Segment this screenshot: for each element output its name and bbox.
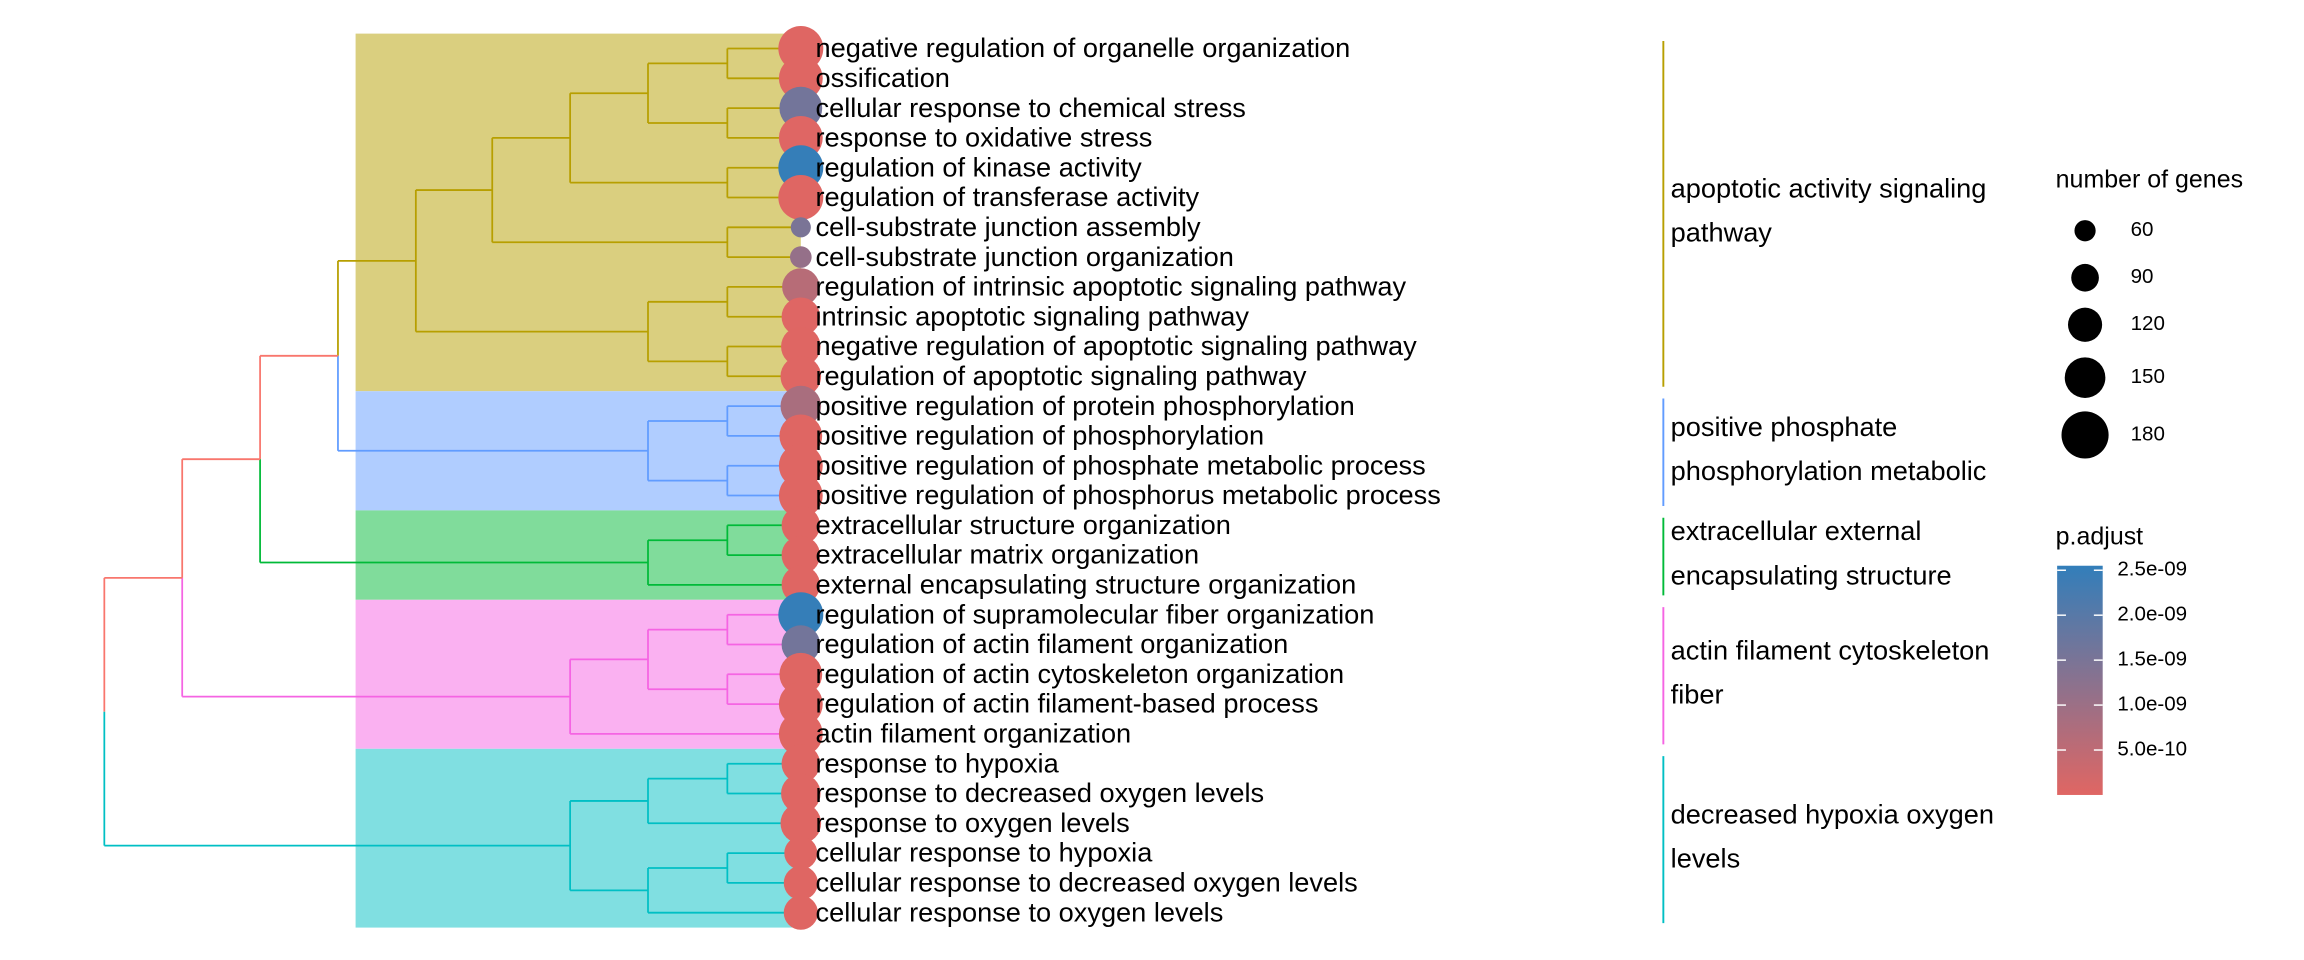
cluster-band [355,748,801,928]
term-label: regulation of kinase activity [816,151,1143,182]
term-label: cellular response to decreased oxygen le… [816,867,1358,898]
term-label: regulation of supramolecular fiber organ… [816,598,1375,629]
cluster-label: extracellular external [1671,515,1922,546]
term-label: actin filament organization [816,718,1132,749]
term-label: response to oxidative stress [816,122,1153,153]
gene-dot [780,385,822,427]
term-label: negative regulation of organelle organiz… [816,32,1351,63]
gene-dot [781,326,821,367]
size-legend-label: 120 [2131,312,2165,335]
term-label: cell-substrate junction organization [816,241,1234,272]
term-label: ossification [816,62,950,93]
term-label: extracellular structure organization [816,509,1231,540]
gene-dot [780,355,822,397]
term-label: cell-substrate junction assembly [816,211,1202,242]
term-label: intrinsic apoptotic signaling pathway [816,300,1250,331]
gene-dot [790,217,811,238]
gene-dot [781,297,821,336]
cluster-band [355,33,801,392]
size-legend-title: number of genes [2056,165,2243,193]
size-legend-dot [2061,411,2109,459]
cluster-label: encapsulating structure [1671,559,1952,590]
term-label: cellular response to oxygen levels [816,896,1224,927]
colorbar-label: 1.5e-09 [2117,648,2187,671]
colorbar-label: 1.0e-09 [2117,693,2187,716]
gene-dot [778,175,824,220]
term-label: positive regulation of phosphate metabol… [816,449,1426,480]
gene-dot [780,802,822,844]
colorbar [2057,565,2103,795]
term-label: regulation of actin filament-based proce… [816,688,1319,719]
gene-dot [784,836,818,870]
cluster-label: pathway [1671,217,1773,248]
cluster-label: phosphorylation metabolic [1671,455,1987,486]
term-label: regulation of transferase activity [816,181,1200,212]
gene-dot [778,711,823,756]
cluster-label: positive phosphate [1671,411,1898,442]
color-legend-title: p.adjust [2056,522,2144,550]
term-label: positive regulation of phosphorylation [816,420,1265,451]
colorbar-label: 2.0e-09 [2117,603,2187,626]
gene-dot [790,246,812,268]
term-label: regulation of actin filament organizatio… [816,628,1289,659]
cluster-label: decreased hypoxia oxygen [1671,798,1994,829]
term-label: response to hypoxia [816,747,1060,778]
gene-dot [781,506,821,545]
term-label: regulation of apoptotic signaling pathwa… [816,360,1307,391]
gene-dot [783,895,818,930]
term-label: cellular response to hypoxia [816,837,1154,868]
cluster-label: fiber [1671,679,1724,710]
term-label: regulation of actin cytoskeleton organiz… [816,658,1345,689]
term-label: positive regulation of phosphorus metabo… [816,479,1441,510]
gene-dot [783,865,818,900]
size-legend-dot [2064,357,2106,398]
colorbar-label: 2.5e-09 [2117,558,2187,581]
colorbar-label: 5.0e-10 [2117,737,2187,760]
gene-dot [778,592,824,638]
gene-dot [778,473,823,518]
term-label: extracellular matrix organization [816,539,1200,570]
gene-dot [778,56,823,101]
size-legend-label: 180 [2131,422,2165,445]
gene-dot [782,268,820,306]
term-label: response to decreased oxygen levels [816,777,1265,808]
gene-dot [781,535,821,575]
size-legend-dot [2071,263,2099,292]
term-label: negative regulation of apoptotic signali… [816,330,1418,361]
cluster-label: actin filament cytoskeleton [1671,634,1990,665]
gene-dot [781,773,821,814]
size-legend-label: 60 [2131,218,2154,241]
cluster-label: levels [1671,842,1740,873]
term-label: external encapsulating structure organiz… [816,569,1357,600]
size-legend-dot [2074,220,2096,242]
term-label: cellular response to chemical stress [816,92,1246,123]
term-label: response to oxygen levels [816,807,1130,838]
size-legend-label: 90 [2131,265,2154,288]
gene-dot [781,744,821,783]
size-legend-label: 150 [2131,365,2165,388]
term-label: regulation of intrinsic apoptotic signal… [816,271,1407,302]
gene-dot [781,625,821,664]
cluster-label: apoptotic activity signaling [1671,173,1987,204]
size-legend-dot [2067,307,2103,342]
term-label: positive regulation of protein phosphory… [816,390,1355,421]
